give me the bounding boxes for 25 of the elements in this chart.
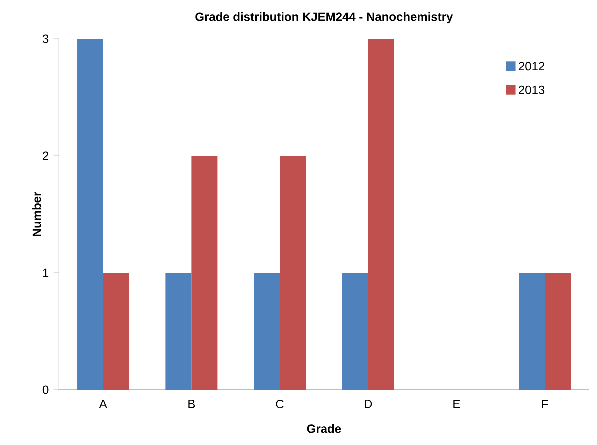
legend-label: 2013 [519,86,545,94]
chart-title: Grade distribution KJEM244 - Nanochemistry [196,12,454,24]
x-tick-label: B [188,400,196,408]
bar [77,39,104,390]
x-tick-label: F [542,400,548,408]
bar [368,39,394,390]
bar [342,272,368,390]
bar [519,272,546,390]
x-tick-label: A [99,400,108,408]
x-tick-label: D [364,400,372,408]
y-tick-label: 2 [43,152,49,160]
y-tick-label: 3 [42,34,49,44]
x-tick-label: C [276,400,284,409]
y-axis-title: Number [32,192,42,236]
legend-label: 2012 [519,62,545,71]
x-axis-title: Grade [307,424,342,434]
bar [280,156,306,390]
bar [192,156,218,390]
bar [103,272,130,390]
bar [545,272,572,390]
y-tick-label: 1 [43,268,49,278]
bar [254,272,280,390]
x-tick-label: E [454,400,460,408]
bar [166,272,192,390]
y-tick-label: 0 [42,386,49,394]
